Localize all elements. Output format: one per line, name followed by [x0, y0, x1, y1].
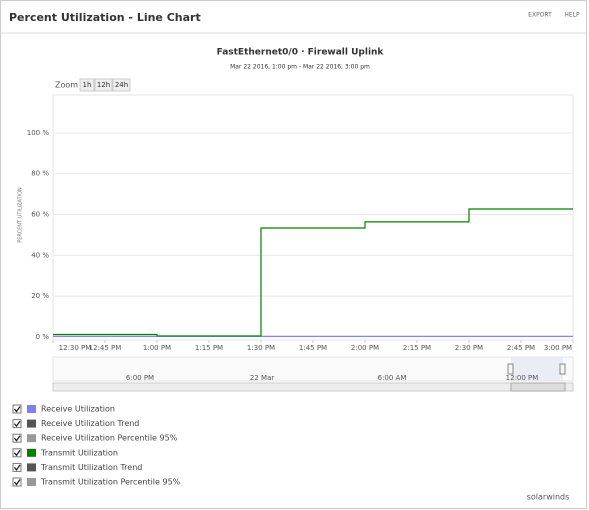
- legend-checkbox[interactable]: [12, 433, 22, 443]
- navigator-label: 12:00 PM: [506, 374, 539, 382]
- legend-checkbox[interactable]: [12, 448, 22, 458]
- navigator-window[interactable]: [511, 357, 563, 381]
- legend-check: [13, 435, 21, 442]
- chart-subtitle: Mar 22 2016, 1:00 pm - Mar 22 2016, 3:00…: [230, 64, 370, 71]
- panel-title: Percent Utilization - Line Chart: [9, 11, 201, 24]
- legend-check: [13, 464, 21, 471]
- legend-label: Transmit Utilization Trend: [40, 463, 142, 472]
- x-tick-label: 3:00 PM: [544, 344, 572, 352]
- x-tick-label: 1:00 PM: [143, 344, 171, 352]
- x-tick-label: 1:15 PM: [195, 344, 223, 352]
- legend-label: Receive Utilization: [41, 405, 115, 414]
- x-tick-label: 1:30 PM: [247, 344, 275, 352]
- navigator-label: 6:00 AM: [378, 374, 407, 382]
- y-tick-label: 100 %: [27, 129, 50, 137]
- legend-swatch: [27, 419, 36, 428]
- legend-checkbox[interactable]: [12, 419, 22, 429]
- chart-title: FastEthernet0/0 · Firewall Uplink: [217, 48, 385, 58]
- x-tick-label: 2:30 PM: [455, 344, 483, 352]
- zoom-button[interactable]: [94, 78, 113, 92]
- x-tick-label: 12:45 PM: [89, 344, 122, 352]
- zoom-button[interactable]: [112, 78, 131, 92]
- legend-checkbox[interactable]: [12, 404, 22, 414]
- navigator-label: 22 Mar: [250, 374, 274, 382]
- legend-checkbox[interactable]: [12, 477, 22, 487]
- y-tick-label: 20 %: [31, 292, 49, 300]
- y-tick-label: 80 %: [31, 170, 49, 178]
- legend-check: [13, 449, 21, 457]
- navigator-handle[interactable]: [507, 363, 514, 375]
- legend-label: Receive Utilization Trend: [41, 419, 139, 428]
- scrollbar[interactable]: [52, 382, 574, 392]
- navigator-label: 6:00 PM: [126, 374, 154, 382]
- x-tick-label: 12:30 PM: [59, 344, 92, 352]
- legend-label: Receive Utilization Percentile 95%: [41, 434, 178, 443]
- y-tick-label: 40 %: [31, 251, 49, 259]
- x-tick-label: 1:45 PM: [299, 344, 327, 352]
- y-tick-label: 60 %: [31, 211, 49, 219]
- y-tick-label: 0 %: [36, 333, 50, 341]
- zoom-button[interactable]: [79, 78, 95, 92]
- legend-label: Transmit Utilization Percentile 95%: [40, 478, 181, 487]
- legend-swatch: [27, 405, 36, 413]
- legend-label: Transmit Utilization: [40, 448, 118, 457]
- legend-check: [13, 420, 21, 428]
- legend-swatch: [27, 434, 36, 443]
- export-link[interactable]: EXPORT: [528, 12, 552, 19]
- help-link[interactable]: HELP: [564, 12, 580, 19]
- series-line: [53, 208, 573, 337]
- y-axis-label: PERCENT UTILIZATION: [18, 187, 24, 243]
- x-tick-label: 2:15 PM: [403, 344, 431, 352]
- legend-check: [13, 479, 21, 486]
- zoom-button-label[interactable]: 24h: [115, 81, 128, 89]
- brand: solarwinds: [527, 493, 570, 502]
- x-tick-label: 2:00 PM: [351, 344, 379, 352]
- legend: Receive Utilization Receive Utilization T…: [12, 404, 181, 487]
- navigator[interactable]: [52, 356, 574, 382]
- legend-check: [13, 406, 21, 413]
- zoom-button-label[interactable]: 1h: [83, 81, 92, 89]
- legend-swatch: [27, 478, 36, 486]
- x-tick-label: 2:45 PM: [507, 344, 535, 352]
- legend-swatch: [27, 448, 36, 457]
- navigator-handle[interactable]: [559, 363, 566, 375]
- scrollbar-thumb[interactable]: [510, 382, 566, 392]
- zoom-button-label[interactable]: 12h: [97, 81, 110, 89]
- legend-checkbox[interactable]: [12, 462, 22, 472]
- legend-swatch: [27, 463, 36, 472]
- zoom-label: Zoom: [55, 81, 78, 90]
- zoom-buttons: 1h 12h 24h: [79, 78, 131, 92]
